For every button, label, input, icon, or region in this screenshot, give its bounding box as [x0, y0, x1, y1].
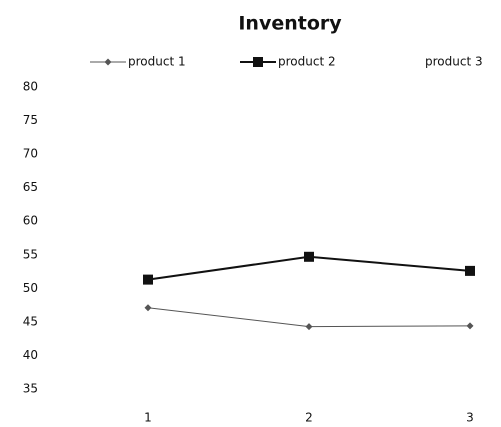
y-tick-label: 35: [23, 382, 38, 396]
data-point: [144, 304, 152, 312]
y-tick-label: 45: [23, 314, 38, 328]
data-point: [465, 265, 475, 276]
y-tick-label: 55: [23, 247, 38, 261]
data-point: [143, 274, 153, 285]
y-tick-label: 65: [23, 180, 38, 194]
y-tick-label: 50: [23, 281, 38, 295]
legend-label: product 3: [425, 55, 483, 69]
y-tick-label: 80: [23, 80, 38, 94]
y-tick-label: 75: [23, 113, 38, 127]
legend-marker: [253, 57, 263, 67]
x-tick-label: 1: [144, 411, 152, 425]
y-tick-label: 60: [23, 214, 38, 228]
y-tick-label: 70: [23, 147, 38, 161]
legend-label: product 1: [128, 55, 186, 69]
data-point: [305, 323, 313, 331]
data-point: [466, 322, 474, 330]
data-point: [304, 251, 314, 262]
y-tick-label: 40: [23, 348, 38, 362]
legend-marker: [104, 58, 112, 66]
x-tick-label: 2: [305, 411, 313, 425]
x-tick-label: 3: [466, 411, 474, 425]
legend-label: product 2: [278, 55, 336, 69]
chart-title: Inventory: [238, 13, 342, 35]
